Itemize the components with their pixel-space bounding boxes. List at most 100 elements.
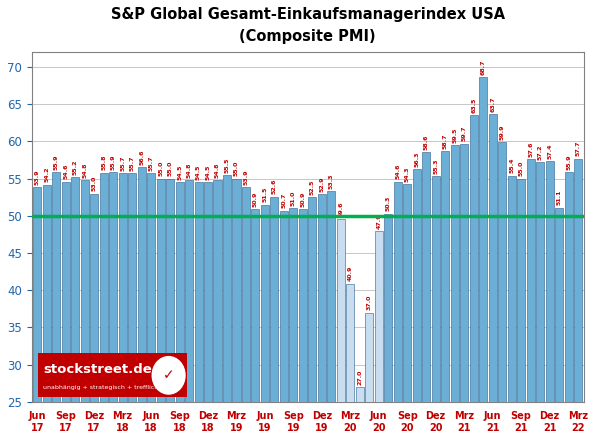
Bar bbox=[109, 172, 117, 402]
Text: 54.6: 54.6 bbox=[395, 164, 401, 180]
Bar bbox=[318, 194, 326, 402]
Bar bbox=[147, 173, 155, 402]
Text: 54.2: 54.2 bbox=[44, 167, 49, 183]
Bar bbox=[280, 211, 288, 402]
Bar bbox=[100, 173, 108, 402]
Bar bbox=[527, 159, 535, 402]
Text: 54.3: 54.3 bbox=[405, 166, 410, 182]
Bar bbox=[52, 172, 60, 402]
Bar bbox=[432, 176, 440, 402]
Text: 55.9: 55.9 bbox=[111, 154, 116, 170]
Text: 53.0: 53.0 bbox=[92, 176, 97, 191]
Text: 51.5: 51.5 bbox=[262, 187, 268, 202]
Text: stockstreet.de: stockstreet.de bbox=[44, 363, 152, 376]
Bar bbox=[545, 161, 554, 402]
Bar bbox=[517, 179, 525, 402]
Text: 54.6: 54.6 bbox=[63, 164, 68, 180]
Bar bbox=[90, 194, 98, 402]
Text: 54.8: 54.8 bbox=[215, 162, 220, 178]
Text: 50.7: 50.7 bbox=[281, 193, 287, 209]
Text: 55.0: 55.0 bbox=[234, 161, 239, 176]
Text: 55.2: 55.2 bbox=[73, 159, 77, 175]
Text: 52.9: 52.9 bbox=[319, 176, 324, 192]
Text: 40.9: 40.9 bbox=[348, 266, 353, 281]
Text: 55.5: 55.5 bbox=[225, 157, 229, 173]
Text: 68.7: 68.7 bbox=[481, 59, 486, 74]
Bar bbox=[299, 209, 307, 402]
Bar bbox=[498, 142, 506, 402]
Bar bbox=[479, 77, 487, 402]
Text: 59.9: 59.9 bbox=[499, 125, 505, 140]
Text: 56.3: 56.3 bbox=[414, 151, 419, 167]
Bar bbox=[290, 209, 297, 402]
Bar bbox=[365, 312, 373, 402]
Bar bbox=[261, 205, 269, 402]
Bar bbox=[166, 179, 174, 402]
Text: 54.8: 54.8 bbox=[187, 162, 191, 178]
Text: 53.3: 53.3 bbox=[329, 173, 334, 189]
Text: 55.0: 55.0 bbox=[158, 161, 163, 176]
Bar bbox=[536, 162, 544, 402]
Text: 57.7: 57.7 bbox=[576, 141, 581, 156]
Ellipse shape bbox=[152, 357, 185, 394]
Bar bbox=[128, 173, 136, 402]
Text: 50.9: 50.9 bbox=[253, 191, 258, 207]
Bar bbox=[337, 219, 345, 402]
Bar bbox=[356, 387, 364, 402]
Text: 51.1: 51.1 bbox=[557, 190, 561, 205]
Text: 55.9: 55.9 bbox=[54, 154, 59, 170]
Bar bbox=[489, 114, 496, 402]
Bar bbox=[574, 158, 582, 402]
Text: 63.7: 63.7 bbox=[490, 96, 495, 112]
Bar bbox=[508, 176, 516, 402]
Text: ✓: ✓ bbox=[163, 368, 175, 382]
Bar bbox=[422, 152, 430, 402]
Bar bbox=[271, 197, 278, 402]
Text: 55.0: 55.0 bbox=[167, 161, 173, 176]
Text: 47.9: 47.9 bbox=[376, 214, 381, 229]
Bar bbox=[460, 144, 468, 402]
Text: 58.7: 58.7 bbox=[443, 133, 448, 149]
Bar bbox=[138, 167, 145, 402]
Text: 55.7: 55.7 bbox=[120, 156, 125, 171]
Bar bbox=[413, 169, 421, 402]
Text: 55.0: 55.0 bbox=[519, 161, 524, 176]
Bar bbox=[185, 180, 193, 402]
Bar bbox=[346, 283, 355, 402]
Bar bbox=[119, 173, 127, 402]
Bar bbox=[213, 180, 222, 402]
Text: 52.5: 52.5 bbox=[310, 180, 315, 195]
Text: 57.2: 57.2 bbox=[538, 145, 542, 160]
Bar bbox=[451, 145, 459, 402]
Bar bbox=[441, 151, 449, 402]
Text: 55.7: 55.7 bbox=[148, 156, 154, 171]
Text: 50.9: 50.9 bbox=[300, 191, 305, 207]
Text: 52.6: 52.6 bbox=[272, 179, 277, 194]
Text: 50.3: 50.3 bbox=[386, 196, 391, 211]
Bar bbox=[308, 197, 316, 402]
Text: 56.6: 56.6 bbox=[139, 149, 144, 165]
Bar bbox=[242, 187, 250, 402]
Text: 55.9: 55.9 bbox=[566, 154, 571, 170]
Bar bbox=[33, 187, 41, 402]
Bar bbox=[403, 184, 411, 402]
Text: 55.8: 55.8 bbox=[101, 155, 106, 170]
Text: 58.6: 58.6 bbox=[424, 134, 429, 150]
Title: S&P Global Gesamt-Einkaufsmanagerindex USA
(Composite PMI): S&P Global Gesamt-Einkaufsmanagerindex U… bbox=[111, 7, 505, 44]
Text: 59.7: 59.7 bbox=[462, 126, 467, 142]
Bar bbox=[394, 182, 402, 402]
Bar bbox=[176, 183, 184, 402]
Bar bbox=[470, 115, 478, 402]
Bar bbox=[61, 182, 70, 402]
Text: 57.4: 57.4 bbox=[547, 143, 552, 158]
Bar bbox=[80, 180, 89, 402]
Text: 49.6: 49.6 bbox=[339, 201, 343, 216]
Text: 54.5: 54.5 bbox=[206, 165, 210, 180]
Text: 53.9: 53.9 bbox=[244, 169, 249, 185]
Bar bbox=[157, 179, 164, 402]
Text: 55.7: 55.7 bbox=[129, 156, 135, 171]
Text: 54.5: 54.5 bbox=[196, 165, 201, 180]
Bar bbox=[223, 175, 231, 402]
Text: 53.9: 53.9 bbox=[35, 169, 40, 185]
Bar bbox=[194, 183, 203, 402]
